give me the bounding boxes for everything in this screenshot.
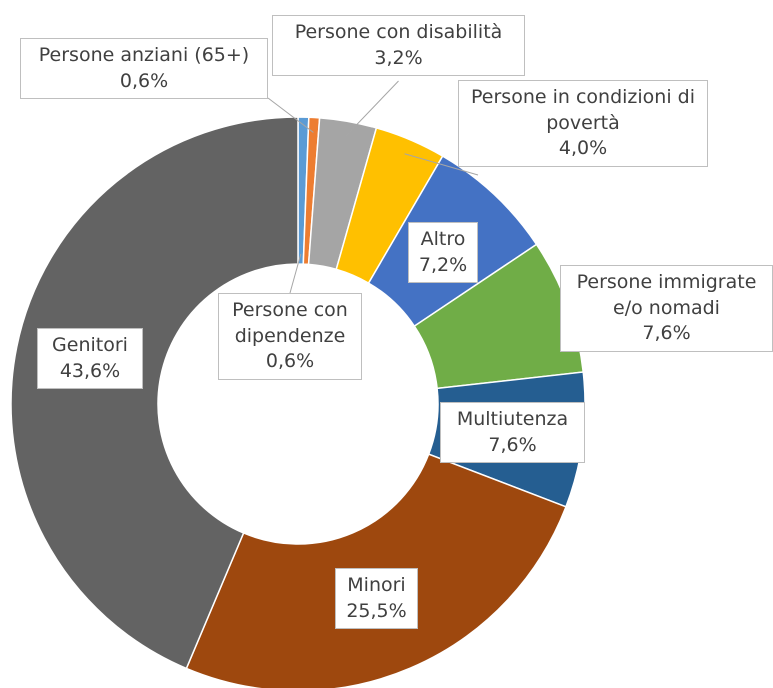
label-name: Persone con disabilità [294, 21, 503, 43]
leader-line [267, 97, 314, 133]
label-value: 3,2% [374, 46, 423, 69]
data-label: Altro 7,2% [408, 222, 478, 284]
label-name: Minori [347, 574, 406, 596]
data-label: Persone con disabilità 3,2% [272, 15, 525, 77]
label-value: 7,6% [488, 433, 537, 456]
data-label: Persone in condizioni di povertà 4,0% [458, 80, 708, 167]
label-name: Persone con dipendenze [232, 299, 348, 347]
label-value: 4,0% [558, 137, 608, 160]
leader-line [404, 153, 479, 176]
label-name: Persone anziani (65+) [38, 44, 250, 66]
label-value: 43,6% [59, 359, 121, 382]
leader-line [289, 253, 302, 294]
label-name: Persone in condizioni di povertà [471, 86, 695, 134]
label-name: Persone immigrate e/o nomadi [576, 271, 757, 319]
data-label: Multiutenza 7,6% [440, 402, 585, 464]
label-name: Altro [420, 228, 466, 250]
label-value: 0,6% [119, 69, 169, 92]
label-value: 25,5% [346, 599, 407, 622]
data-label: Persone anziani (65+) 0,6% [20, 38, 268, 100]
label-value: 0,6% [265, 350, 315, 373]
data-label: Minori 25,5% [335, 568, 418, 630]
label-name: Genitori [52, 334, 128, 356]
data-label: Genitori 43,6% [37, 328, 143, 390]
slice [10, 116, 299, 670]
label-name: Multiutenza [456, 408, 569, 430]
label-value: 7,2% [418, 253, 468, 276]
data-label: Persone con dipendenze 0,6% [218, 293, 362, 380]
label-value: 7,6% [642, 322, 691, 345]
data-label: Persone immigrate e/o nomadi 7,6% [560, 265, 773, 352]
leader-line [345, 80, 399, 137]
